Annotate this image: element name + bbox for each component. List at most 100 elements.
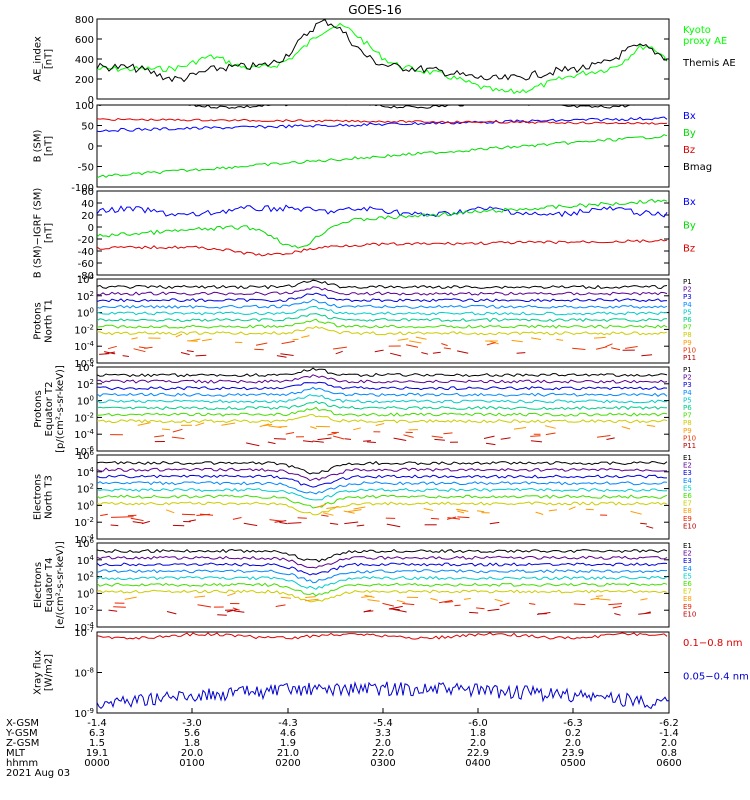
legend-p2: P2 [683,286,692,294]
y-axis-label: Electrons [33,562,44,608]
legend-e4: E4 [683,565,692,573]
line-bx [97,204,668,218]
line-p1 [97,367,668,378]
x-row-value: 6.3 [89,728,105,739]
segment-p9 [556,338,564,341]
segment-p10 [596,435,611,438]
segment-e10 [469,611,479,614]
x-row-label: Y-GSM [5,728,38,739]
segment-e8 [316,503,326,508]
segment-p11 [485,442,496,446]
line-by [97,198,668,249]
segment-p10 [595,346,608,350]
panel-lines [97,105,668,179]
legend-p11: P11 [683,354,696,362]
segment-p10 [255,342,268,346]
y-tick-label: 10-2 [74,604,94,617]
panel-frame [96,631,670,714]
segment-e10 [388,605,403,610]
y-tick-label: 20 [81,211,94,222]
segment-p11 [641,354,653,357]
segment-e9 [499,602,510,607]
y-axis-label: B (SM)−IGRF (SM) [33,188,44,279]
y-axis-label: [p/(cm²-s-sr-keV)] [55,365,66,453]
line-xray-long [97,632,668,640]
panel-lines [97,632,669,710]
legend-e9: E9 [683,515,692,523]
segment-p10 [172,428,183,433]
y-axis-label: North T1 [44,299,55,343]
segment-e10 [614,613,621,616]
segment-e10 [638,612,651,615]
legend-0-1-0-8-nm: 0.1−0.8 nm [683,638,742,649]
legend-p8: P8 [683,419,692,427]
y-tick-label: 10-4 [74,428,94,441]
segment-e8 [165,509,175,514]
legend-e1: E1 [683,454,692,462]
line-e7 [97,501,668,516]
y-tick-label: 10-2 [74,411,94,424]
segment-p11 [267,441,276,445]
segment-e8 [457,510,465,514]
segment-p9 [513,427,527,430]
line-p2 [97,286,668,296]
segment-p9 [175,333,183,338]
panel-lines [97,367,668,447]
x-row-value: -6.2 [659,718,679,729]
y-axis-label: [nT] [44,49,55,69]
segment-p9 [397,338,409,341]
line-bz [97,117,668,125]
panel-frame [96,542,670,628]
segment-p9 [621,426,631,430]
segment-e9 [199,513,214,516]
segment-e9 [100,513,108,517]
y-tick-label: 104 [77,466,95,479]
y-tick-label: 40 [81,199,94,210]
x-row-value: 19.1 [86,748,108,759]
y-axis-label: AE_index [33,36,44,82]
segment-e10 [279,521,288,525]
segment-p11 [421,352,429,355]
legend-e10: E10 [683,610,696,618]
x-row-value: 0400 [465,758,490,769]
segment-e8 [630,510,642,515]
y-tick-label: 102 [77,483,94,496]
segment-e8 [535,511,544,515]
segment-e10 [287,522,302,524]
segment-e10 [536,612,551,615]
segment-p11 [500,437,511,440]
segment-e8 [280,596,292,599]
line-p3 [97,381,668,391]
legend-kyoto-proxy-ae: proxy AE [683,36,727,47]
segment-e8 [548,509,557,512]
legend-p4: P4 [683,301,692,309]
legend-p3: P3 [683,381,692,389]
line-e2 [97,555,668,569]
legend-by: By [683,128,696,139]
segment-e10 [233,610,245,613]
segment-p10 [611,347,621,351]
x-row-value: -4.3 [278,718,298,729]
segment-p10 [144,346,153,349]
segment-p11 [104,351,115,355]
x-row-value: 0200 [275,758,300,769]
y-tick-label: 100 [77,499,94,512]
legend-p9: P9 [683,427,692,435]
line-themis-ae [97,19,667,83]
segment-e8 [364,594,375,598]
line-e6 [97,494,668,509]
line-e3 [97,474,667,488]
segment-e9 [476,607,485,610]
segment-p11 [363,440,372,442]
segment-e8 [347,509,362,513]
segment-e9 [402,603,415,606]
segment-e8 [568,506,576,511]
segment-e9 [275,604,286,607]
segment-p9 [201,338,212,342]
line-bx [97,116,668,133]
segment-p10 [171,436,185,440]
segment-e8 [367,599,380,602]
segment-p11 [195,354,207,357]
segment-p11 [374,349,384,353]
